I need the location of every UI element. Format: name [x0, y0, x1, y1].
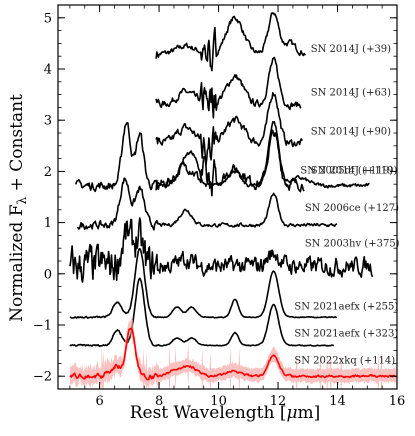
- plot-area: [69, 12, 397, 389]
- series-label-sn-2014j-90: SN 2014J (+90): [311, 127, 391, 138]
- y-tick-label: 3: [44, 114, 52, 129]
- series-label-sn-2021aefx-323: SN 2021aefx (+323): [294, 328, 398, 339]
- y-tick-label: 1: [44, 216, 52, 231]
- y-tick-label: 4: [44, 63, 52, 78]
- series-line-sn-2021aefx-323: [69, 277, 334, 348]
- x-axis-label: Rest Wavelength [μm]: [130, 403, 321, 423]
- series-label-sn-2014j-39: SN 2014J (+39): [311, 44, 391, 55]
- y-axis-label: Normalized Fλ + Constant: [7, 94, 29, 322]
- series-line-sn-2003hv-375: [69, 217, 374, 283]
- axes: SN 2014J (+39) SN 2014J (+63) SN 2014J (+9…: [33, 4, 406, 409]
- x-tick-label: 6: [95, 394, 103, 409]
- x-tick-label: 14: [329, 394, 346, 409]
- series-line-sn-2014j-90: [155, 92, 303, 167]
- x-tick-label: 8: [155, 394, 163, 409]
- y-tick-label: −1: [33, 319, 52, 334]
- series-line-sn-2014j-119: [155, 129, 305, 197]
- series-line-sn-2021aefx-255: [69, 247, 338, 319]
- series-label-sn-2014j-119: SN 2014J (+119): [311, 165, 398, 176]
- x-tick-label: 12: [270, 394, 287, 409]
- y-tick-label: −2: [33, 370, 52, 385]
- y-tick-label: 0: [44, 267, 52, 282]
- series-label-sn-2006ce-127: SN 2006ce (+127): [305, 203, 399, 214]
- x-tick-label: 10: [210, 394, 227, 409]
- series-label-sn-2005df-119: SN 2005df (+119): [300, 165, 393, 176]
- series-label-sn-2022xkq-114: SN 2022xkq (+114): [294, 355, 395, 366]
- series-line-sn-2022xkq-114: [69, 327, 397, 381]
- y-tick-label: 5: [44, 11, 52, 26]
- series-label-sn-2014j-63: SN 2014J (+63): [311, 88, 391, 99]
- series-line-sn-2014j-39: [155, 12, 306, 72]
- series-line-sn-2006ce-127: [76, 177, 338, 231]
- series-band-sn-2022xkq-114: [69, 316, 397, 389]
- x-tick-label: 16: [389, 394, 406, 409]
- series-label-sn-2003hv-375: SN 2003hv (+375): [305, 239, 400, 250]
- series-line-sn-2014j-63: [155, 56, 302, 119]
- y-tick-label: 2: [44, 165, 52, 180]
- series-label-sn-2021aefx-255: SN 2021aefx (+255): [294, 302, 398, 313]
- series-line-sn-2005df-119: [75, 121, 370, 193]
